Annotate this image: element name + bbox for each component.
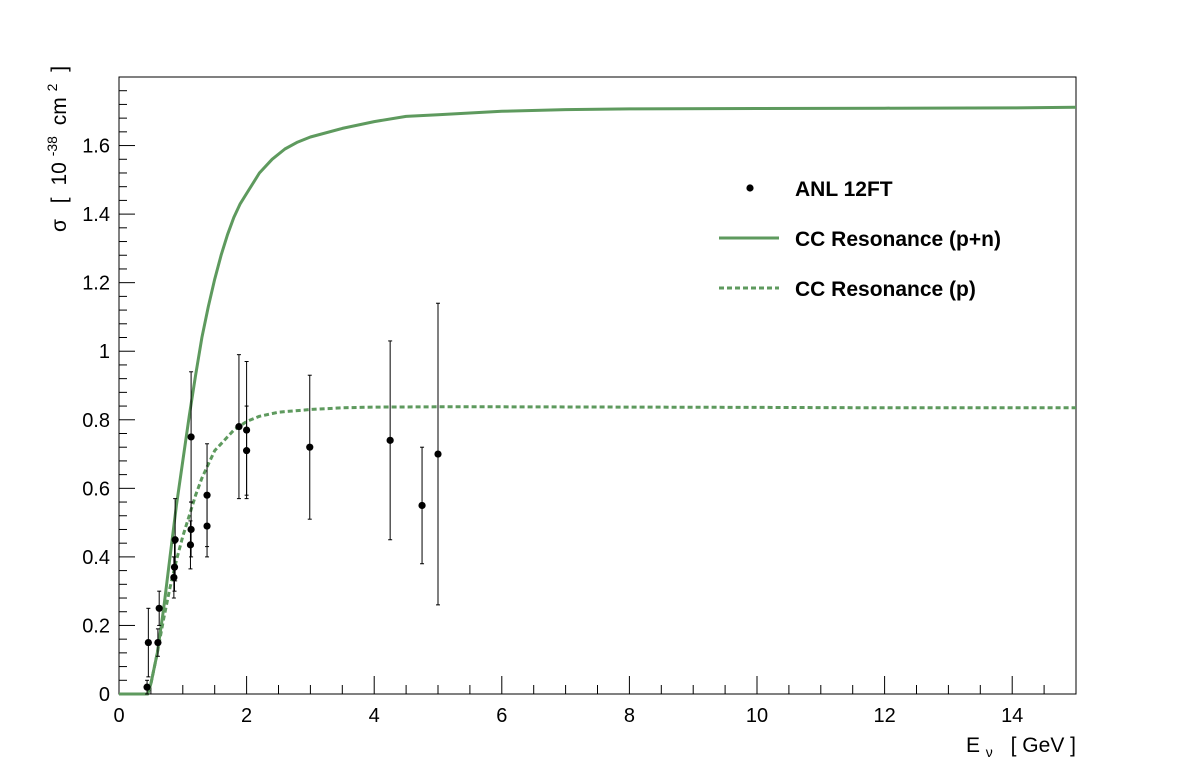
point-marker [187,433,195,441]
legend-item: CC Resonance (p+n) [719,228,1001,251]
x-tick-label: 4 [369,705,380,727]
x-axis-title: E ν [ GeV ] [966,734,1076,762]
y-tick-label: 0.6 [82,478,110,500]
y-tick-label: 0.4 [82,547,110,569]
x-tick-label: 14 [1001,705,1023,727]
legend-label: ANL 12FT [795,178,893,201]
y-axis-base: 10 [48,162,71,185]
data-point [155,590,163,626]
data-point [170,542,179,592]
legend-label: CC Resonance (p) [795,278,976,301]
y-tick-label: 1.4 [82,204,110,226]
legend-marker-icon [746,184,754,192]
point-marker [154,638,162,647]
point-marker [306,443,314,451]
data-point [386,340,394,541]
point-marker [186,541,195,549]
data-point [203,443,211,548]
y-axis-unit: cm [48,97,71,125]
point-marker [243,426,251,434]
data-point [187,371,195,503]
data-points [143,302,442,695]
x-tick-label: 2 [241,705,252,727]
point-marker [235,423,243,431]
point-marker [171,536,179,544]
data-point [171,498,179,582]
y-axis-symbol: σ [48,219,71,232]
curves [119,105,1077,696]
point-marker [434,450,442,458]
point-marker [170,563,179,571]
point-marker [144,638,152,647]
x-tick-label: 10 [746,705,768,727]
y-axis-close-bracket: ] [48,66,71,72]
y-axis-open-bracket: [ [48,197,71,203]
y-tick-label: 0.8 [82,410,110,432]
point-marker [386,436,394,444]
tick-labels: 0 2 4 6 8 10 12 14 0 0.2 0.4 0.6 0.8 1 1.2 1.4 1.6 [82,136,1023,727]
y-tick-label: 0.2 [82,615,110,637]
y-axis-title: σ [ 10 -38 cm 2 ] [39,66,71,232]
x-axis-subscript: ν [986,744,993,760]
x-axis-symbol: E [966,734,980,757]
legend-label: CC Resonance (p+n) [795,228,1001,251]
data-point [187,501,195,558]
point-marker [418,501,426,510]
x-tick-label: 8 [624,705,635,727]
legend-item: ANL 12FT [746,178,893,201]
point-marker [155,604,163,612]
data-point [235,354,243,500]
x-tick-label: 12 [873,705,895,727]
y-tick-label: 1 [99,341,110,363]
point-marker [143,683,151,691]
data-point [243,361,251,500]
legend-item: CC Resonance (p) [719,278,976,301]
data-point [306,374,314,520]
legend: ANL 12FT CC Resonance (p+n) CC Resonance (… [719,178,1001,301]
data-point [154,628,162,657]
point-marker [187,525,195,534]
data-point [144,607,152,678]
y-axis-unit-exponent: 2 [44,83,60,91]
data-point [434,302,442,606]
point-marker [170,573,178,582]
axis-ticks [118,76,1077,695]
data-point [418,446,426,565]
cc-resonance-pn-curve [119,105,1077,696]
y-tick-label: 0 [99,684,110,706]
cc-resonance-p-curve [119,405,1076,696]
point-marker [203,491,211,499]
data-point [143,679,151,695]
y-tick-label: 1.2 [82,273,110,295]
x-axis-unit: [ GeV ] [1011,734,1076,757]
y-tick-label: 1.6 [82,136,110,158]
x-tick-label: 0 [113,705,124,727]
x-tick-label: 6 [496,705,507,727]
y-axis-exponent: -38 [44,136,60,156]
